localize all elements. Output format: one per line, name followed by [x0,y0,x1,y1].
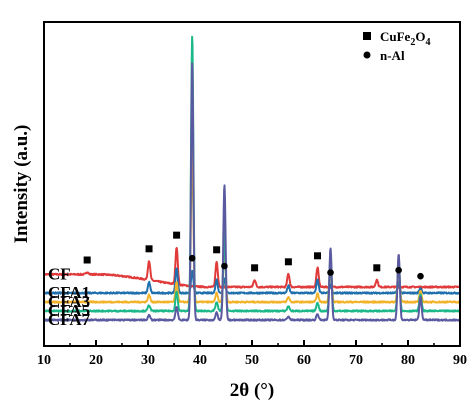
cufe2o4-marker-cf-2 [173,231,181,239]
legend: CuFe2O4 n-Al [363,29,430,63]
cufe2o4-marker-cf-5 [284,258,292,266]
series-line-cfa1 [44,267,460,295]
series-layer [44,35,460,322]
n-al-marker-cfa1-3 [395,266,402,274]
cufe2o4-marker-cf-7 [373,264,381,272]
legend-o-text: O [415,29,425,44]
x-tick-layer: 10 20 30 40 50 60 70 80 90 [37,340,467,368]
x-tick-label-30: 30 [141,353,155,368]
legend-sub-4: 4 [425,37,430,48]
x-tick-label-80: 80 [401,353,415,368]
marker-layer [83,231,424,280]
cufe2o4-marker-cf-0 [83,256,91,264]
x-tick-label-90: 90 [453,353,467,368]
n-al-marker-cfa1-2 [327,269,334,276]
series-label-cfa5: CFA5 [48,301,90,320]
series-line-cf [44,247,460,289]
x-axis-title: 2θ (°) [230,380,274,401]
legend-cufe-text: CuFe [380,29,411,44]
x-tick-label-40: 40 [193,353,207,368]
legend-label-cufe2o4: CuFe2O4 [380,29,430,48]
x-tick-label-50: 50 [245,353,259,368]
series-line-cfa7 [44,62,460,322]
series-label-cfa1: CFA1 [48,283,90,302]
series-label-cf: CF [48,264,71,283]
legend-circle-marker [363,51,371,59]
series-label-cfa3: CFA3 [48,292,90,311]
x-tick-label-20: 20 [89,353,103,368]
n-al-marker-cfa1-4 [417,272,424,280]
y-axis-title: Intensity (a.u.) [11,125,32,244]
series-label-cfa7: CFA7 [48,310,91,329]
n-al-marker-cfa1-0 [188,254,196,262]
legend-square-marker [363,32,371,40]
cufe2o4-marker-cf-4 [251,264,259,272]
cufe2o4-marker-cf-3 [213,246,221,254]
x-tick-label-60: 60 [297,353,311,368]
x-tick-label-70: 70 [349,353,363,368]
series-line-cfa3 [44,145,460,304]
cufe2o4-marker-cf-6 [314,252,322,260]
legend-label-n-al: n-Al [380,48,405,63]
legend-sub-2: 2 [410,37,415,48]
cufe2o4-marker-cf-1 [145,245,153,253]
n-al-marker-cfa1-1 [221,262,228,270]
x-tick-label-10: 10 [37,353,51,368]
series-line-cfa5 [44,35,460,313]
